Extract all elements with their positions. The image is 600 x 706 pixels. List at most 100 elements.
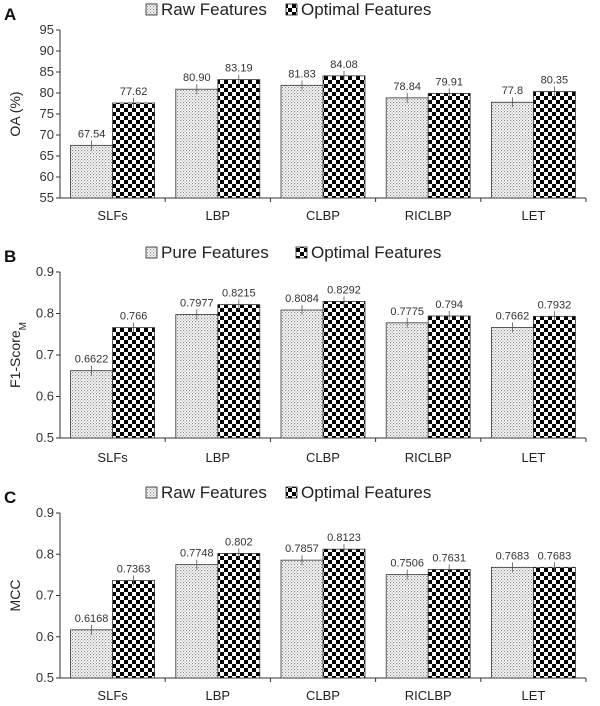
y-tick-label: 0.6 [36, 629, 54, 644]
bar-b-let-s1 [490, 327, 534, 439]
x-category-label: SLFs [97, 208, 128, 223]
x-category-label: SLFs [97, 688, 128, 703]
y-tick-label: 0.8 [36, 306, 54, 321]
panel-letter: B [4, 247, 16, 266]
y-tick-label: 0.7 [36, 347, 54, 362]
y-tick-label: 0.8 [36, 546, 54, 561]
x-category-label: RICLBP [405, 208, 452, 223]
y-axis-title: F1-ScoreM [7, 322, 29, 388]
y-tick-label: 0.9 [36, 264, 54, 279]
bar-c-riclbp-s2 [427, 569, 471, 679]
bar-c-riclbp-s1 [385, 574, 429, 679]
panel-letter: A [4, 5, 16, 24]
data-label: 77.8 [502, 85, 523, 97]
y-axis-title: MCC [7, 580, 23, 612]
data-label: 0.7748 [180, 548, 214, 560]
y-tick-label: 95 [40, 22, 54, 37]
legend-label-2: Optimal Features [301, 0, 431, 19]
data-label: 0.8123 [327, 532, 361, 544]
bar-c-clbp-s1 [280, 559, 324, 679]
legend-swatch-1 [145, 246, 158, 259]
y-axis-title: OA (%) [7, 91, 23, 136]
y-tick-label: 0.5 [36, 430, 54, 445]
y-tick-label: 0.9 [36, 505, 54, 520]
data-label: 0.766 [120, 311, 148, 323]
bar-b-slfs-s2 [112, 327, 155, 439]
data-label: 84.08 [330, 59, 358, 71]
data-label: 0.7631 [432, 552, 466, 564]
bar-b-clbp-s2 [322, 300, 366, 439]
bar-a-lbp-s2 [217, 79, 261, 199]
bar-c-lbp-s1 [175, 564, 219, 679]
data-label: 80.35 [541, 75, 569, 87]
legend: Raw Features Optimal Features [145, 0, 431, 19]
data-label: 0.6622 [75, 354, 109, 366]
y-axis-title-subscript: M [18, 322, 29, 330]
bar-c-slfs-s2 [112, 580, 155, 679]
bar-b-lbp-s1 [175, 314, 219, 439]
x-category-label: LET [521, 450, 545, 465]
data-label: 0.8084 [285, 293, 319, 305]
bar-c-let-s1 [490, 566, 534, 679]
legend-swatch-2 [295, 246, 308, 259]
legend: Raw Features Optimal Features [145, 483, 431, 502]
data-label: 0.7683 [538, 550, 572, 562]
data-label: 0.7662 [496, 311, 530, 323]
data-label: 83.19 [225, 63, 253, 75]
x-category-label: LBP [206, 688, 231, 703]
data-label: 77.62 [120, 86, 148, 98]
data-label: 67.54 [78, 128, 106, 140]
bar-a-let-s2 [533, 91, 576, 199]
data-label: 0.7932 [538, 299, 572, 311]
chart-panel-b: B Pure Features Optimal Features F1-ScoreM 0… [4, 243, 587, 465]
legend-label-1: Raw Features [161, 0, 267, 19]
y-tick-label: 55 [40, 190, 54, 205]
bar-a-slfs-s2 [112, 102, 155, 199]
bar-b-slfs-s1 [70, 370, 113, 439]
data-label: 0.8215 [222, 288, 256, 300]
legend-swatch-1 [145, 3, 158, 16]
y-tick-label: 90 [40, 43, 54, 58]
legend-label-1: Raw Features [161, 483, 267, 502]
x-category-label: RICLBP [405, 688, 452, 703]
y-tick-label: 80 [40, 85, 54, 100]
bar-a-clbp-s1 [280, 84, 324, 199]
bar-c-lbp-s2 [217, 553, 261, 679]
data-label: 78.84 [393, 81, 421, 93]
data-label: 0.7857 [285, 543, 319, 555]
data-label: 0.7977 [180, 297, 214, 309]
y-tick-label: 60 [40, 169, 54, 184]
legend-label-2: Optimal Features [301, 483, 431, 502]
y-tick-label: 70 [40, 127, 54, 142]
legend-swatch-2 [285, 3, 298, 16]
legend-swatch-2 [285, 486, 298, 499]
y-tick-label: 75 [40, 106, 54, 121]
data-label: 80.90 [183, 72, 211, 84]
bar-a-riclbp-s1 [385, 97, 429, 199]
bar-a-let-s1 [490, 101, 534, 199]
data-label: 0.802 [225, 536, 253, 548]
chart-panel-a: A Raw Features Optimal Features OA (%) 55 60 6… [4, 0, 587, 223]
legend-label-2: Optimal Features [311, 243, 441, 262]
x-category-label: LBP [206, 450, 231, 465]
x-category-label: RICLBP [405, 450, 452, 465]
data-label: 79.91 [435, 76, 463, 88]
panel-letter: C [4, 488, 16, 507]
data-label: 0.7775 [390, 306, 424, 318]
bar-c-let-s2 [533, 566, 576, 679]
data-label: 0.7506 [390, 558, 424, 570]
x-category-label: CLBP [306, 208, 340, 223]
legend: Pure Features Optimal Features [145, 243, 441, 262]
bar-b-riclbp-s2 [427, 315, 471, 439]
data-label: 0.794 [435, 299, 463, 311]
y-tick-label: 85 [40, 64, 54, 79]
y-tick-label: 0.5 [36, 670, 54, 685]
bar-b-lbp-s2 [217, 304, 261, 439]
bar-c-slfs-s1 [70, 629, 113, 679]
data-label: 0.7683 [496, 550, 530, 562]
data-label: 0.8292 [327, 284, 361, 296]
bar-a-slfs-s1 [70, 144, 113, 199]
legend-label-1: Pure Features [161, 243, 269, 262]
x-category-label: CLBP [306, 688, 340, 703]
